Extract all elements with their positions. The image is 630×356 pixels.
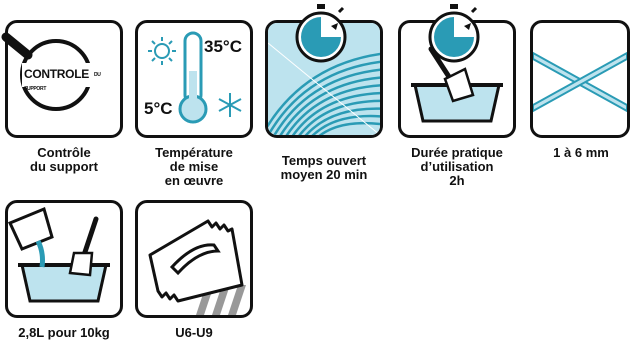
trowel-icon bbox=[428, 46, 475, 103]
caption: Température de mise en œuvre bbox=[125, 146, 263, 188]
caption-line: Température bbox=[155, 145, 233, 160]
timer-icon bbox=[428, 4, 480, 63]
temp-low-label: 5°C bbox=[144, 99, 173, 118]
badge-controle: CONTROLE DU SUPPORT bbox=[24, 67, 120, 95]
pouring-water-icon bbox=[7, 206, 110, 303]
caption: 1 à 6 mm bbox=[512, 146, 630, 160]
caption-line: Temps ouvert bbox=[281, 153, 367, 168]
temp-high-label: 35°C bbox=[204, 37, 242, 56]
bucket-icon bbox=[7, 206, 54, 268]
icon-frame bbox=[530, 20, 630, 138]
magnifier-icon bbox=[1, 32, 114, 111]
caption-line: 2,8L pour 10kg bbox=[18, 325, 110, 340]
caption: Contrôle du support bbox=[0, 146, 133, 174]
caption: Durée pratique d’utilisation 2h bbox=[388, 146, 526, 188]
caption-line: en œuvre bbox=[164, 173, 224, 188]
thermometer-icon bbox=[148, 31, 242, 124]
caption-line: moyen 20 min bbox=[280, 167, 368, 182]
caption: Temps ouvert moyen 20 min bbox=[255, 154, 393, 182]
mixing-tray-icon bbox=[411, 46, 503, 123]
caption-line: U6-U9 bbox=[175, 325, 213, 340]
caption: 2,8L pour 10kg bbox=[0, 326, 133, 340]
caption-line: de mise bbox=[169, 159, 219, 174]
trowel-icon bbox=[68, 216, 99, 277]
caption-line: d’utilisation bbox=[420, 159, 494, 174]
caption-line: 1 à 6 mm bbox=[553, 145, 609, 160]
caption-line: Durée pratique bbox=[411, 145, 503, 160]
caption-line: Contrôle bbox=[37, 145, 91, 160]
badge-subtext: DU SUPPORT bbox=[24, 71, 101, 92]
snowflake-icon bbox=[218, 93, 242, 117]
timer-icon bbox=[295, 4, 347, 63]
notched-trowel-icon bbox=[148, 219, 246, 315]
caption: U6-U9 bbox=[125, 326, 263, 340]
thickness-cross-icon bbox=[533, 51, 627, 113]
sun-icon bbox=[148, 37, 176, 65]
icon-frame bbox=[5, 200, 123, 318]
icon-frame: CONTROLE DU SUPPORT bbox=[1, 20, 123, 138]
caption-line: du support bbox=[30, 159, 98, 174]
icon-frame bbox=[135, 200, 253, 318]
caption-line: 2h bbox=[449, 173, 465, 188]
icon-frame: 35°C 5°C bbox=[135, 20, 253, 138]
badge-text: CONTROLE bbox=[24, 67, 89, 81]
